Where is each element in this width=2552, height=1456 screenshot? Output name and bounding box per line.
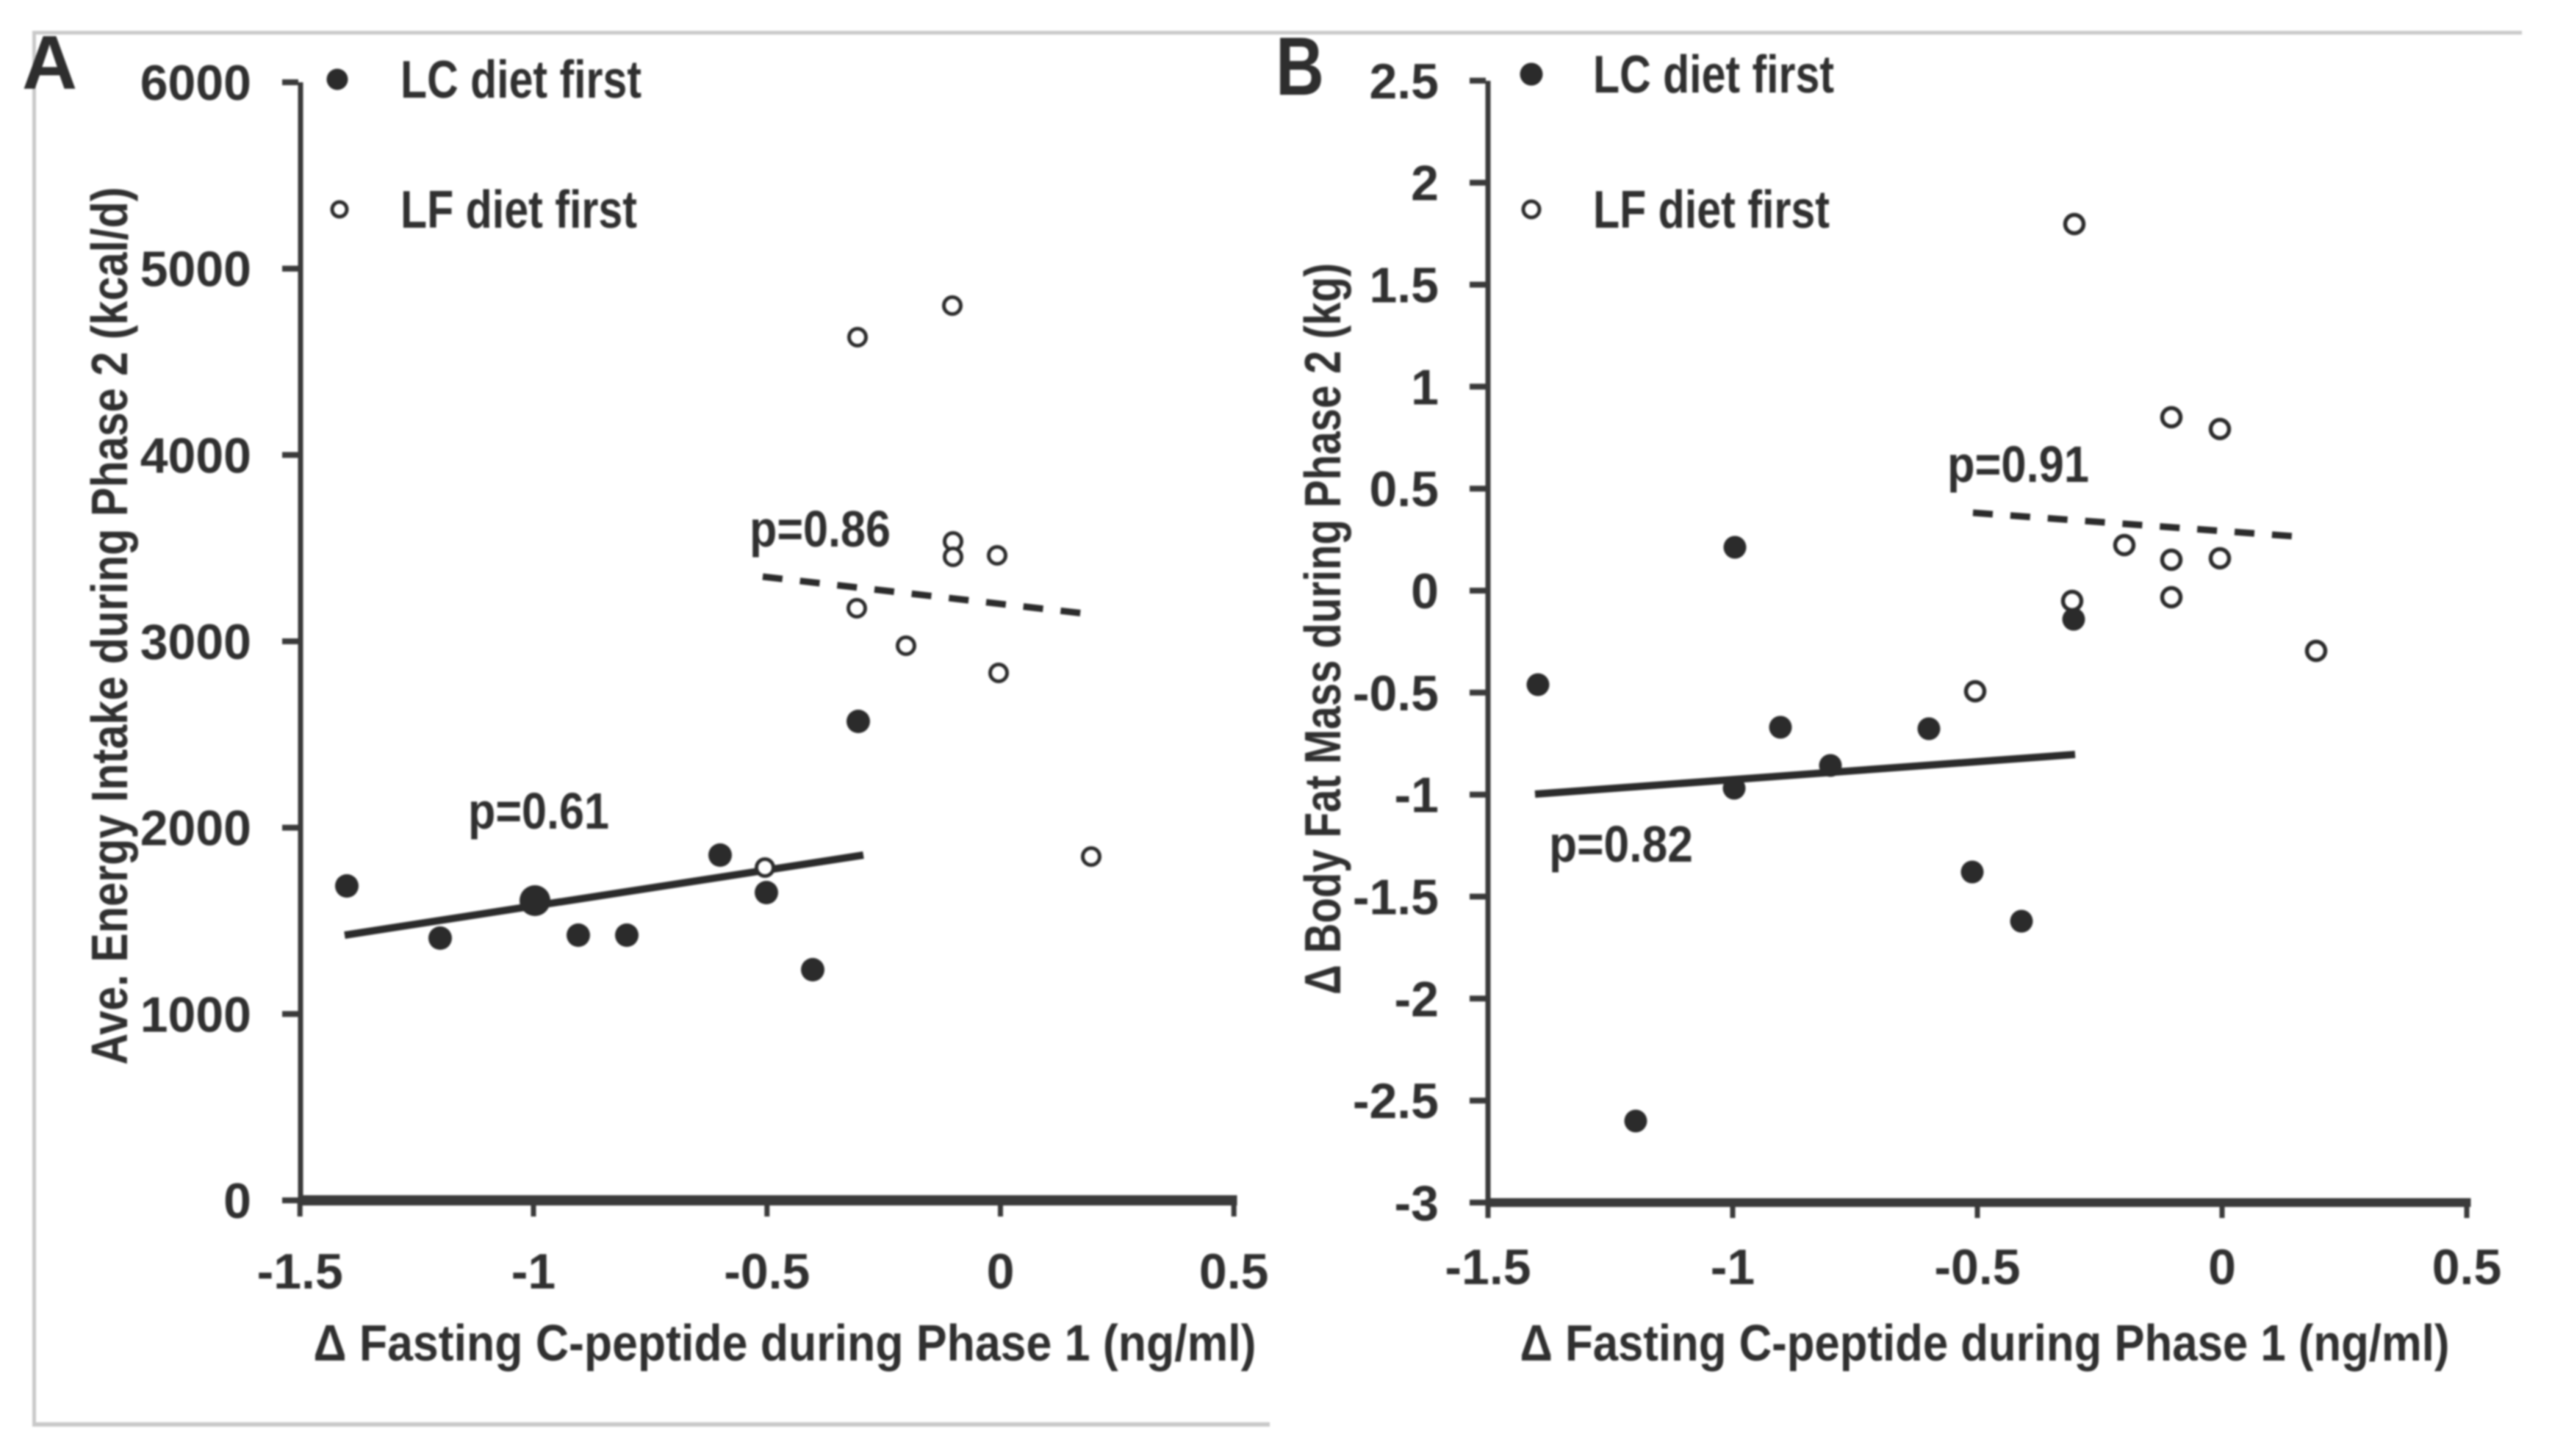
svg-text:6000: 6000 xyxy=(140,55,251,111)
svg-text:LF diet first: LF diet first xyxy=(400,181,637,239)
svg-text:A: A xyxy=(22,21,77,106)
svg-text:Δ Fasting C-peptide during Pha: Δ Fasting C-peptide during Phase 1 (ng/m… xyxy=(314,1314,1257,1372)
svg-text:-3: -3 xyxy=(1395,1175,1439,1231)
svg-text:p=0.61: p=0.61 xyxy=(468,782,609,840)
svg-text:-2.5: -2.5 xyxy=(1353,1073,1439,1129)
svg-text:p=0.82: p=0.82 xyxy=(1549,815,1693,873)
svg-text:4000: 4000 xyxy=(140,428,251,483)
svg-text:B: B xyxy=(1276,21,1324,112)
svg-text:2000: 2000 xyxy=(140,801,251,857)
svg-text:0.5: 0.5 xyxy=(2432,1239,2502,1295)
svg-text:LC diet first: LC diet first xyxy=(400,51,641,109)
svg-text:-0.5: -0.5 xyxy=(1934,1239,2020,1295)
svg-text:0: 0 xyxy=(1411,563,1439,619)
svg-text:-1: -1 xyxy=(1711,1239,1755,1295)
svg-text:1000: 1000 xyxy=(140,987,251,1042)
svg-text:0.5: 0.5 xyxy=(1369,461,1439,517)
svg-text:-0.5: -0.5 xyxy=(1353,666,1439,721)
svg-text:-1.5: -1.5 xyxy=(1445,1239,1531,1295)
svg-text:1.5: 1.5 xyxy=(1369,258,1439,314)
svg-text:0: 0 xyxy=(2208,1239,2236,1295)
svg-text:Δ Fasting C-peptide during Pha: Δ Fasting C-peptide during Phase 1 (ng/m… xyxy=(1520,1314,2450,1372)
svg-text:3000: 3000 xyxy=(140,614,251,670)
svg-text:-1: -1 xyxy=(1395,768,1439,823)
svg-text:LF diet first: LF diet first xyxy=(1593,181,1830,239)
svg-text:0: 0 xyxy=(223,1173,251,1229)
svg-text:Δ Body Fat Mass during Phase 2: Δ Body Fat Mass during Phase 2 (kg) xyxy=(1294,263,1351,995)
svg-text:-1.5: -1.5 xyxy=(1353,870,1439,926)
svg-text:Ave. Energy Intake during Phas: Ave. Energy Intake during Phase 2 (kcal/… xyxy=(81,187,138,1065)
svg-text:p=0.91: p=0.91 xyxy=(1947,436,2089,493)
svg-text:1: 1 xyxy=(1411,359,1439,415)
svg-text:2: 2 xyxy=(1411,156,1439,212)
svg-text:p=0.86: p=0.86 xyxy=(750,500,891,558)
svg-text:0: 0 xyxy=(987,1244,1015,1300)
svg-text:-0.5: -0.5 xyxy=(724,1244,810,1300)
svg-text:-1: -1 xyxy=(511,1244,556,1300)
svg-text:-1.5: -1.5 xyxy=(257,1244,343,1300)
svg-text:0.5: 0.5 xyxy=(1199,1244,1269,1300)
svg-text:5000: 5000 xyxy=(140,242,251,298)
svg-text:LC diet first: LC diet first xyxy=(1593,46,1834,104)
svg-text:2.5: 2.5 xyxy=(1369,54,1439,109)
svg-text:-2: -2 xyxy=(1395,971,1439,1027)
